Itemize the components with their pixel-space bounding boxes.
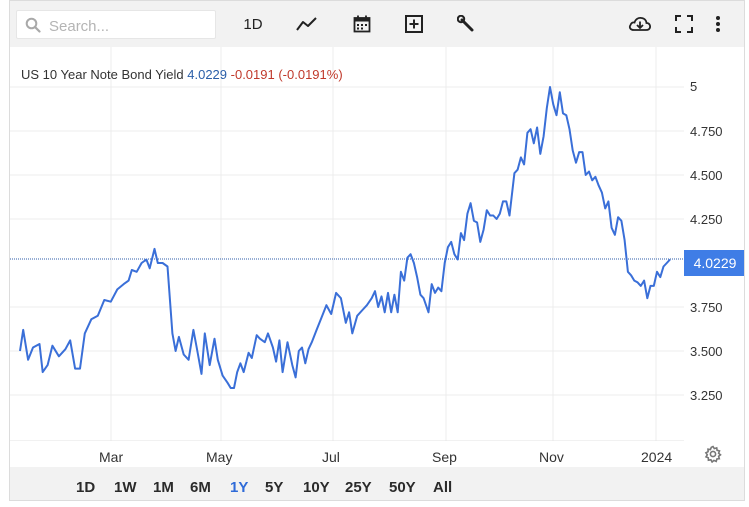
yield-line-series [19, 86, 671, 389]
chart-type-button[interactable] [293, 11, 321, 37]
x-axis-tick-label: 2024 [641, 449, 673, 465]
legend-value: 4.0229 [187, 67, 228, 82]
download-button[interactable] [625, 11, 655, 37]
calendar-icon [353, 15, 371, 33]
y-axis-tick-label: 4.250 [690, 212, 723, 227]
range-button-all[interactable]: All [433, 479, 453, 496]
legend-change: -0.0191 (-0.0191%) [230, 67, 343, 82]
cloud-download-icon [628, 17, 651, 31]
x-axis-tick-label: Jul [322, 449, 340, 465]
search-icon [25, 17, 41, 33]
range-button-10y[interactable]: 10Y [303, 479, 330, 496]
add-indicator-icon [405, 15, 423, 33]
more-vertical-icon [716, 16, 720, 32]
settings-wrench-button[interactable] [453, 11, 479, 37]
y-axis-tick-label: 3.250 [690, 388, 723, 403]
more-options-button[interactable] [708, 11, 728, 37]
y-axis-tick-label: 4.500 [690, 168, 723, 183]
y-axis-tick-label: 5 [690, 79, 698, 94]
chart-plot[interactable] [10, 47, 684, 441]
add-indicator-button[interactable] [401, 11, 427, 37]
search-box[interactable] [16, 10, 216, 39]
line-chart-icon [296, 17, 317, 31]
search-input[interactable] [47, 15, 211, 37]
range-button-1d[interactable]: 1D [76, 479, 96, 496]
range-button-6m[interactable]: 6M [190, 479, 211, 496]
toolbar: 1D [10, 1, 744, 47]
x-axis-tick-label: Nov [539, 449, 564, 465]
range-button-50y[interactable]: 50Y [389, 479, 416, 496]
range-button-1w[interactable]: 1W [114, 479, 137, 496]
range-selector-bar [10, 467, 744, 500]
x-axis-tick-label: May [206, 449, 233, 465]
interval-button[interactable]: 1D [243, 15, 263, 33]
chart-legend: US 10 Year Note Bond Yield 4.0229 -0.019… [21, 67, 343, 82]
range-button-1m[interactable]: 1M [153, 479, 174, 496]
y-axis-tick-label: 4.750 [690, 124, 723, 139]
x-axis-tick-label: Sep [432, 449, 457, 465]
fullscreen-icon [675, 15, 693, 33]
range-button-1y[interactable]: 1Y [230, 479, 249, 496]
current-value-tag: 4.0229 [684, 250, 744, 276]
x-axis-tick-label: Mar [99, 449, 124, 465]
fullscreen-button[interactable] [671, 11, 697, 37]
y-axis-tick-label: 3.750 [690, 300, 723, 315]
range-button-25y[interactable]: 25Y [345, 479, 372, 496]
wrench-icon [457, 15, 474, 32]
chart-widget: 1D [9, 0, 745, 501]
y-axis-tick-label: 3.500 [690, 344, 723, 359]
range-button-5y[interactable]: 5Y [265, 479, 284, 496]
gear-icon[interactable] [704, 445, 722, 463]
date-range-button[interactable] [349, 11, 375, 37]
legend-series-name: US 10 Year Note Bond Yield [21, 67, 184, 82]
